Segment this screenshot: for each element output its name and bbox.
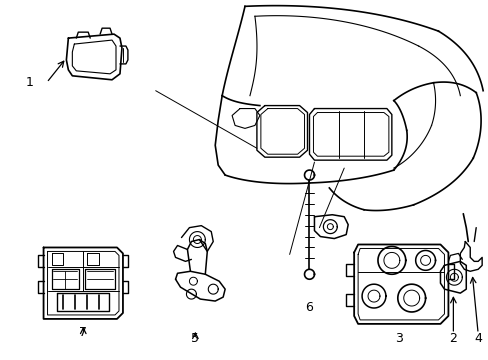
Text: 2: 2 (448, 332, 456, 345)
Text: 7: 7 (79, 326, 87, 339)
Text: 6: 6 (305, 301, 313, 314)
Text: 1: 1 (26, 76, 34, 89)
Text: 4: 4 (473, 332, 481, 345)
Text: 3: 3 (394, 332, 402, 345)
Text: 5: 5 (191, 332, 199, 345)
